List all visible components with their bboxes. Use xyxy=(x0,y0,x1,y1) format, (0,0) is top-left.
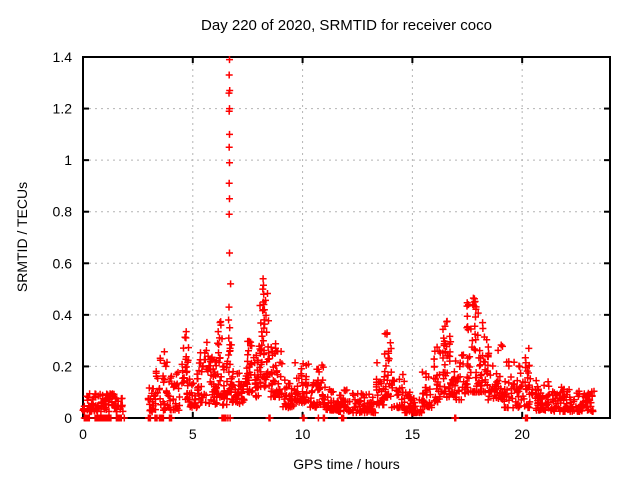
chart-title: Day 220 of 2020, SRMTID for receiver coc… xyxy=(201,17,492,34)
x-axis-label: GPS time / hours xyxy=(293,456,400,472)
x-tick-label: 10 xyxy=(295,426,311,442)
y-tick-label: 0 xyxy=(64,410,72,426)
x-tick-label: 20 xyxy=(514,426,530,442)
y-tick-label: 1 xyxy=(64,152,72,168)
x-tick-label: 5 xyxy=(189,426,197,442)
scatter-points xyxy=(79,56,598,422)
y-tick-label: 1.4 xyxy=(53,49,73,65)
x-tick-label: 0 xyxy=(79,426,87,442)
y-tick-label: 0.4 xyxy=(53,307,73,323)
x-tick-label: 15 xyxy=(405,426,421,442)
y-tick-label: 0.6 xyxy=(53,255,73,271)
y-tick-label: 0.2 xyxy=(53,358,73,374)
y-tick-label: 1.2 xyxy=(53,101,73,117)
y-tick-label: 0.8 xyxy=(53,204,73,220)
